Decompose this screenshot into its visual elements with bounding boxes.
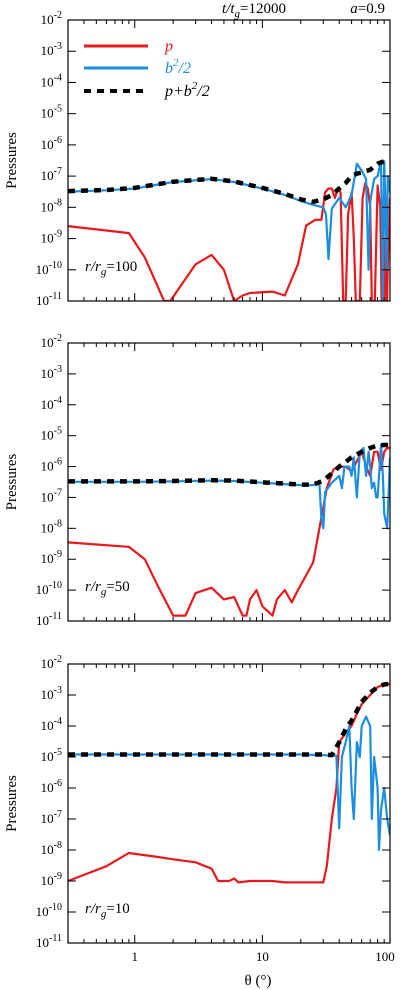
y-tick-label: 10-6 <box>41 778 62 795</box>
y-tick-label: 10-3 <box>41 364 62 381</box>
legend-label-sum: p+b2/2 <box>164 80 210 100</box>
y-tick-label: 10-11 <box>36 291 62 308</box>
x-tick-label: 10 <box>256 949 269 964</box>
y-tick-label: 10-7 <box>41 809 62 826</box>
x-tick-label: 100 <box>375 949 395 964</box>
y-tick-label: 10-6 <box>41 135 62 152</box>
x-tick-label: 1 <box>131 949 138 964</box>
plot-frame <box>67 19 391 302</box>
y-tick-label: 10-7 <box>41 487 62 504</box>
legend-label-p: p <box>164 38 173 55</box>
legend: p b2/2 p+b2/2 <box>84 38 210 100</box>
y-tick-label: 10-9 <box>41 229 62 246</box>
header-spin: a=0.9 <box>350 1 385 17</box>
y-tick-label: 10-8 <box>41 840 62 857</box>
series-group <box>68 158 390 301</box>
y-tick-label: 10-3 <box>41 41 62 58</box>
plot-frame <box>67 663 391 944</box>
panel-label: r/rg=50 <box>85 579 130 598</box>
y-tick-label: 10-5 <box>41 426 62 443</box>
panel-r10: 10-11 10-10 10-9 10-8 10-7 10-6 10-5 10-4 10-3 10… <box>4 654 395 964</box>
y-axis-title: Pressures <box>4 454 20 511</box>
series-group <box>68 681 390 884</box>
series-line-sum <box>68 442 390 487</box>
series-line-p <box>68 446 390 617</box>
y-tick-label: 10-2 <box>41 333 62 350</box>
y-axis-title: Pressures <box>4 132 20 189</box>
y-tick-label: 10-3 <box>41 685 62 702</box>
y-tick-label: 10-8 <box>41 518 62 535</box>
plot-frame <box>67 342 391 622</box>
panel-label: r/rg=10 <box>85 901 130 920</box>
y-tick-label: 10-11 <box>36 933 62 950</box>
y-tick-label: 10-4 <box>41 72 62 89</box>
y-tick-label: 10-10 <box>36 580 62 597</box>
series-line-b2 <box>68 715 390 852</box>
y-tick-label: 10-2 <box>41 10 62 27</box>
panel-label: r/rg=100 <box>85 259 137 278</box>
y-tick-label: 10-5 <box>41 104 62 121</box>
y-tick-label: 10-5 <box>41 747 62 764</box>
series-line-b2 <box>68 443 390 530</box>
y-tick-label: 10-11 <box>36 611 62 628</box>
y-tick-label: 10-7 <box>41 166 62 183</box>
y-axis-title: Pressures <box>4 775 20 832</box>
y-tick-label: 10-2 <box>41 654 62 671</box>
series-line-sum <box>68 681 390 758</box>
y-tick-label: 10-9 <box>41 871 62 888</box>
y-tick-label: 10-10 <box>36 260 62 277</box>
y-tick-label: 10-10 <box>36 902 62 919</box>
x-axis-title: θ (°) <box>245 973 272 989</box>
panel-r100: 10-11 10-10 10-9 10-8 10-7 10-6 10-5 10-4 10-3 10… <box>4 10 391 308</box>
y-tick-label: 10-4 <box>41 716 62 733</box>
series-group <box>68 442 390 617</box>
series-line-p <box>68 181 390 301</box>
y-tick-label: 10-6 <box>41 457 62 474</box>
legend-label-b2: b2/2 <box>165 57 191 77</box>
panel-r50: 10-11 10-10 10-9 10-8 10-7 10-6 10-5 10-4 10-3 10… <box>4 333 391 628</box>
series-line-sum <box>68 158 390 205</box>
header-time: t/tg=12000 <box>222 1 286 20</box>
y-tick-label: 10-8 <box>41 197 62 214</box>
y-tick-label: 10-9 <box>41 549 62 566</box>
y-tick-label: 10-4 <box>41 395 62 412</box>
